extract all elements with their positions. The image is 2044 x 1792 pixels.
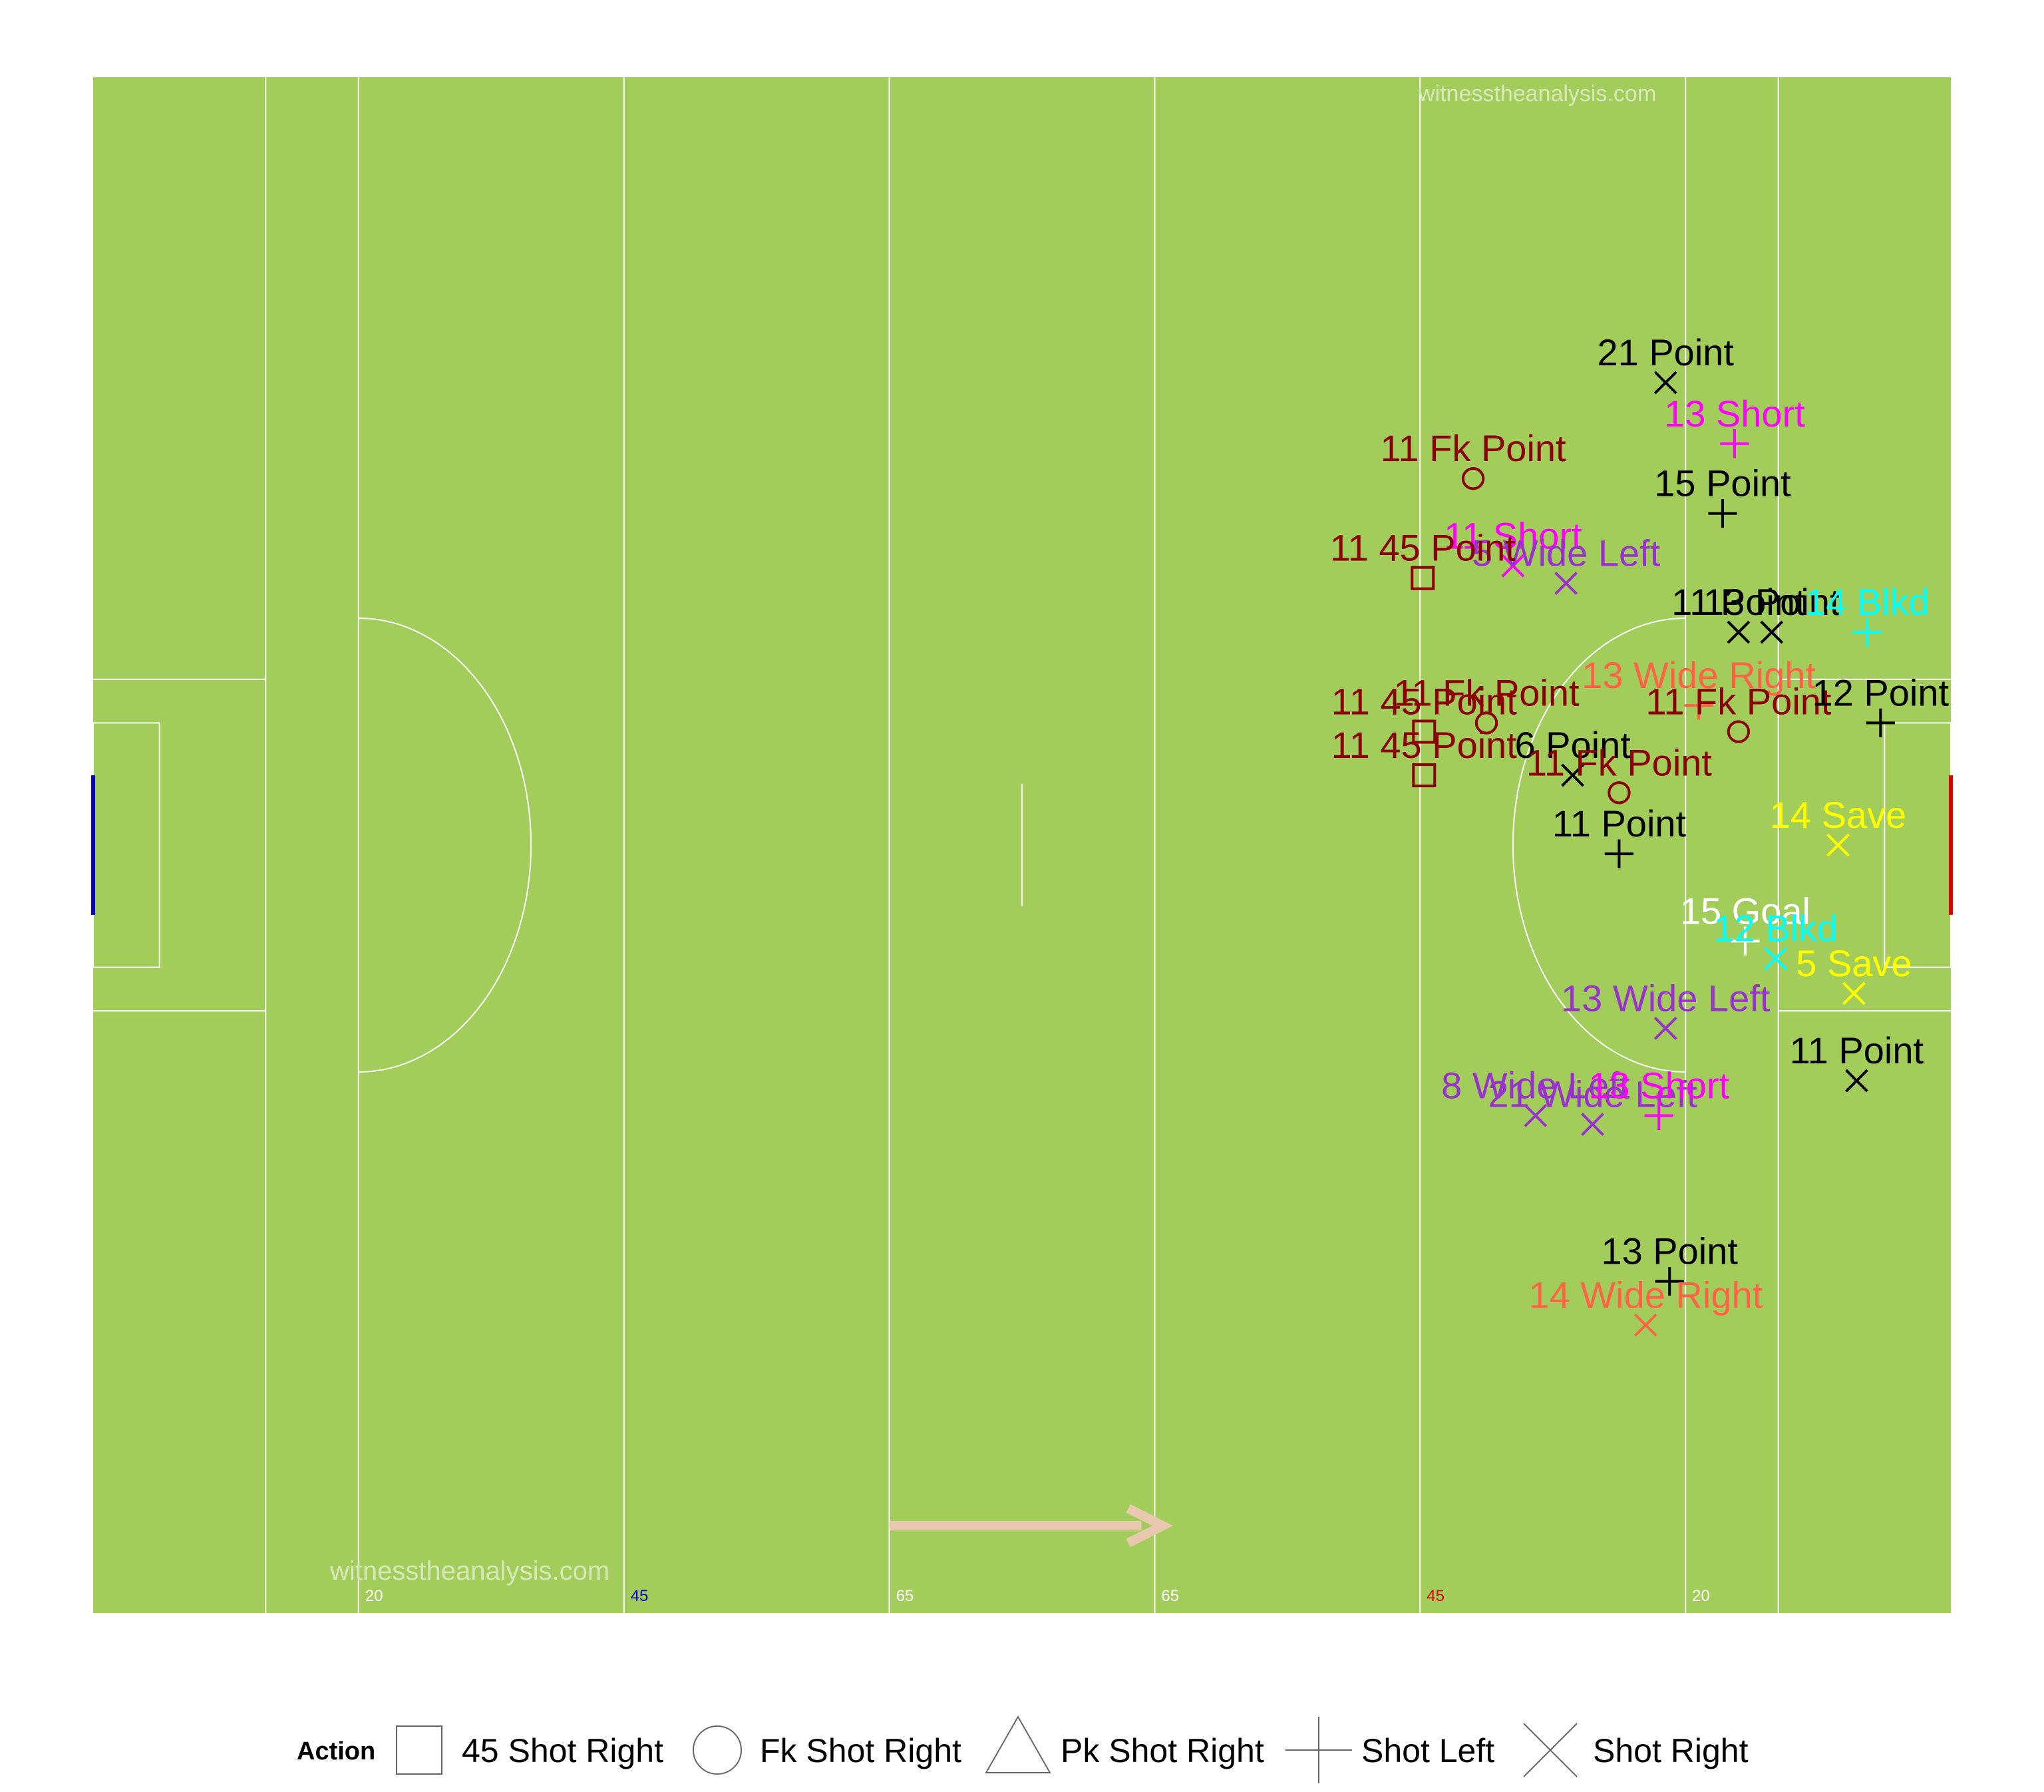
shot-marker	[1412, 719, 1437, 744]
pitch-line-label: 65	[896, 1587, 914, 1605]
shot-label: 5 Save	[1796, 942, 1912, 984]
shot-marker	[1633, 1313, 1657, 1337]
shot-label: 13 Short	[1664, 393, 1805, 435]
legend-item-label: Shot Right	[1593, 1732, 1749, 1769]
shot-label: 13 Wide Right	[1582, 654, 1816, 696]
shot-marker	[1844, 1069, 1868, 1093]
shot-label: 11 45 Point	[1331, 724, 1518, 766]
shot-label: 12 Blkd	[1713, 907, 1838, 949]
shot-label: 11 Short	[1444, 514, 1582, 556]
pitch-line-label: 45	[631, 1587, 649, 1605]
shot-label: 12 Point	[1812, 671, 1950, 713]
shot-label: 11 Fk Point	[1526, 741, 1713, 783]
pitch-line-label: 65	[1161, 1587, 1179, 1605]
arc-right	[1512, 618, 1686, 1073]
watermark-bottom: witnesstheanalysis.com	[329, 1556, 609, 1586]
shot-marker	[1826, 833, 1850, 857]
shot-marker	[1653, 371, 1677, 395]
shot-label: 21 Wide Left	[1488, 1073, 1697, 1115]
shot-label: 11 Point	[1552, 803, 1687, 844]
shot-marker	[1760, 620, 1784, 644]
pitch-line-label: 45	[1427, 1587, 1445, 1605]
legend-key-circle	[693, 1725, 742, 1775]
shot-label: 6 Point	[1514, 724, 1631, 766]
legend-item-label: Shot Left	[1361, 1732, 1494, 1769]
legend-key-triangle	[985, 1715, 1051, 1773]
shot-marker	[1653, 1016, 1677, 1040]
shot-marker	[1608, 781, 1631, 805]
shot-label: 11 Fk Point	[1645, 681, 1832, 723]
legend: Action 45 Shot Right Fk Shot Right Pk Shot …	[297, 1715, 1749, 1783]
shot-label: 14 Blkd	[1805, 581, 1930, 623]
pitch-line-label: 20	[1692, 1587, 1710, 1605]
shot-marker	[1561, 763, 1585, 787]
legend-title: Action	[297, 1737, 375, 1765]
shot-marker	[1727, 620, 1751, 644]
pitch-line-label: 20	[365, 1587, 383, 1605]
shot-label: 11 Point	[1790, 1029, 1924, 1071]
shot-label: 15 Goal	[1680, 890, 1810, 932]
shot-label: 11 Fk Point	[1381, 427, 1567, 469]
shot-marker	[1474, 711, 1498, 735]
shot-label: 11 Fk Point	[1393, 671, 1580, 713]
shot-marker	[1411, 566, 1435, 590]
legend-item-label: 45 Shot Right	[462, 1732, 663, 1769]
shot-marker	[1461, 467, 1485, 490]
shot-label: 13 Short	[1588, 1065, 1729, 1107]
shot-label: 14 Save	[1770, 794, 1907, 836]
shot-label: 13 Wide Left	[1561, 977, 1771, 1019]
shot-label: 14 Wide Right	[1528, 1274, 1763, 1316]
shot-label: 13 Point	[1601, 1230, 1738, 1272]
arc-left	[358, 618, 532, 1073]
shot-label: 11 45 Point	[1330, 527, 1516, 569]
shot-label: 21 Point	[1597, 331, 1734, 373]
shot-marker	[1581, 1113, 1604, 1137]
shot-label: 8 Wide Left	[1441, 1065, 1630, 1107]
watermark-top: witnesstheanalysis.com	[1418, 81, 1656, 106]
shot-label: 11 Point	[1671, 581, 1806, 623]
shot-label: 13 Point	[1703, 581, 1840, 623]
shot-marker	[1554, 572, 1578, 596]
legend-key-square	[396, 1725, 442, 1775]
attack-arrow-head	[1126, 1504, 1174, 1548]
shot-label: 15 Point	[1654, 462, 1791, 504]
shot-marker	[1501, 554, 1525, 578]
shot-marker	[1412, 763, 1437, 788]
legend-item-label: Fk Shot Right	[760, 1732, 961, 1769]
legend-key-cross	[1523, 1723, 1578, 1777]
shot-marker	[1764, 947, 1788, 970]
legend-item-label: Pk Shot Right	[1061, 1732, 1264, 1769]
shot-label: 5 Wide Left	[1472, 532, 1661, 574]
shot-marker	[1524, 1104, 1548, 1127]
shot-marker	[1842, 982, 1866, 1005]
shot-label: 11 45 Point	[1331, 681, 1518, 723]
shot-marker	[1727, 720, 1751, 743]
shot-layer: 21 Point 13 Short 11 Fk Point 15 Point 11 Sh…	[1330, 331, 1950, 1337]
